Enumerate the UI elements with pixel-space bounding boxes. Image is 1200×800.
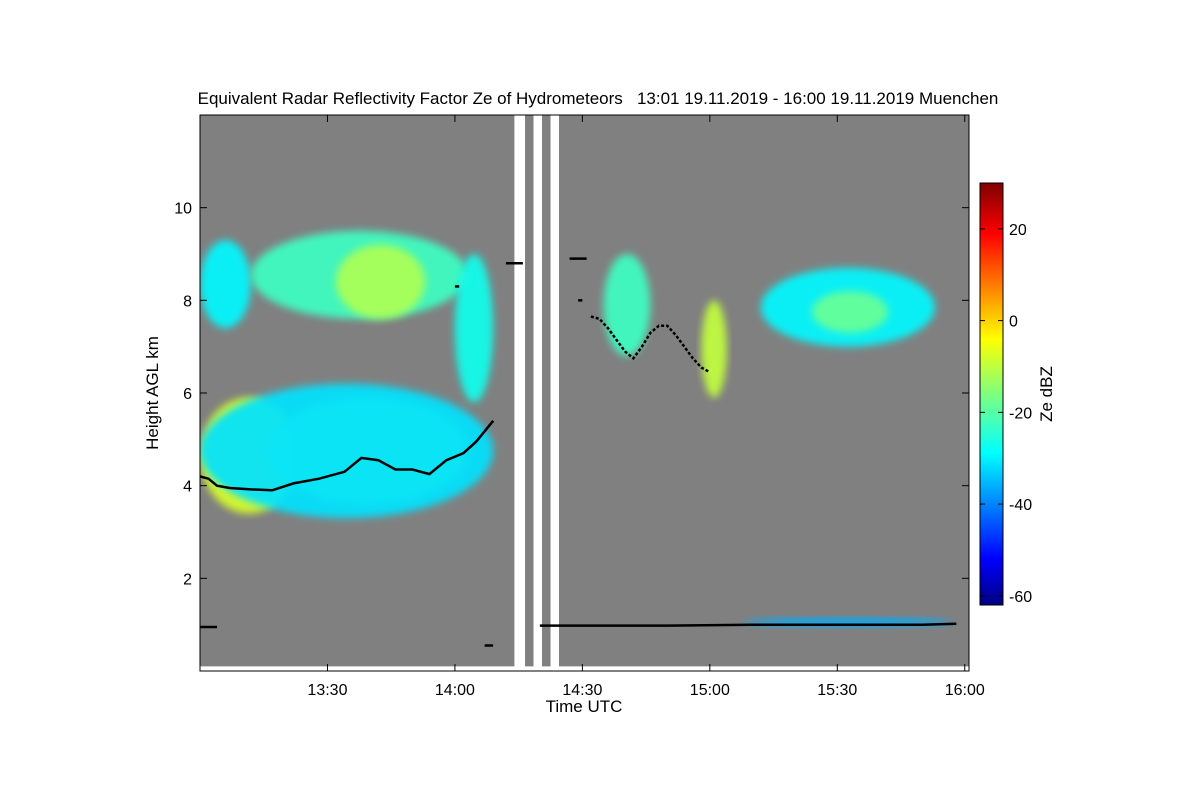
marker-lines	[200, 257, 957, 647]
missing-data-surface-strip	[200, 666, 969, 671]
cloud-lower-layer-edge	[200, 383, 494, 519]
colorbar-tick-label: 0	[1009, 314, 1018, 331]
x-tick-label: 13:30	[307, 682, 347, 699]
marker-line-1	[200, 420, 495, 492]
x-axis: 13:30 14:00 14:30 15:00 15:30 16:00	[307, 115, 985, 699]
colorbar-tick-label: -60	[1009, 589, 1032, 606]
marker-line-2	[590, 315, 711, 374]
missing-data-gap-3	[550, 115, 560, 671]
chart-title: Equivalent Radar Reflectivity Factor Ze …	[198, 89, 999, 108]
cloud-cloud-1445	[603, 254, 651, 356]
y-tick-label: 2	[183, 571, 192, 588]
colorbar-tick-label: -20	[1009, 405, 1032, 422]
marker-line-3	[539, 622, 957, 627]
colorbar-label: Ze dBZ	[1037, 366, 1056, 422]
y-axis: 2 4 6 8 10	[174, 201, 969, 588]
missing-data-gap-2	[533, 115, 543, 671]
colorbar-ticks: 20 0 -20 -40 -60	[980, 222, 1032, 606]
y-tick-label: 6	[183, 386, 192, 403]
missing-data-gaps	[200, 115, 969, 671]
missing-data-gap-1	[514, 115, 526, 671]
x-tick-label: 14:00	[435, 682, 475, 699]
y-tick-label: 10	[174, 201, 192, 218]
x-tick-label: 15:30	[817, 682, 857, 699]
x-tick-label: 15:00	[690, 682, 730, 699]
reflectivity-field	[200, 230, 953, 627]
y-tick-label: 8	[183, 293, 192, 310]
cloud-upper-layer-1	[200, 240, 251, 329]
plot-area	[199, 114, 970, 672]
cloud-cloud-1500	[701, 300, 727, 398]
y-tick-label: 4	[183, 479, 192, 496]
cloud-upper-layer-3	[335, 244, 426, 319]
x-axis-label: Time UTC	[546, 697, 623, 716]
colorbar-tick-label: -40	[1009, 497, 1032, 514]
x-tick-label: 14:30	[562, 682, 602, 699]
colorbar-scale	[979, 182, 1004, 606]
x-tick-label: 16:00	[945, 682, 985, 699]
cloud-fallstreak	[454, 254, 494, 403]
y-axis-label: Height AGL km	[143, 336, 162, 450]
colorbar: 20 0 -20 -40 -60 Ze dBZ	[979, 182, 1056, 606]
cloud-upper-layer-1530-core	[811, 291, 889, 333]
colorbar-tick-label: 20	[1009, 222, 1027, 239]
